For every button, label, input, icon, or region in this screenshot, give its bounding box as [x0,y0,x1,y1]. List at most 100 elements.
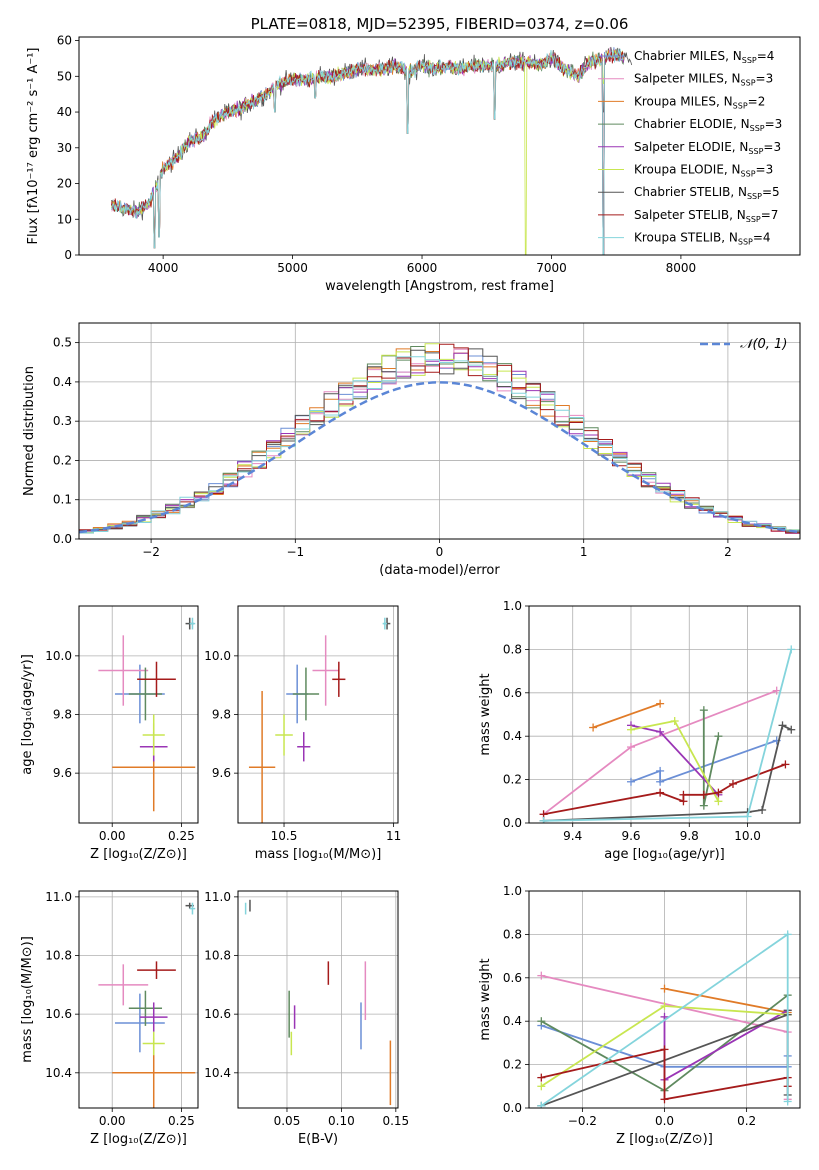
x-tick-label: 9.4 [563,829,582,843]
x-tick-label: 0.25 [168,829,195,843]
y-tick-label: 60 [57,34,72,48]
plot-area [537,930,792,1108]
y-tick-label: 30 [57,141,72,155]
y-tick-label: 1.0 [503,884,522,898]
axes-frame: −0.2 0.0 0.2 0.0 0.2 0.4 0.6 0.8 1.0 Z [log₁₀(Z/Z… [478,884,801,1147]
legend: Chabrier MILES, NSSP=4 Salpeter MILES, NS… [598,49,782,247]
y-tick-label: 0.5 [53,336,72,350]
axes-border [528,605,801,824]
y-tick-label: 0.4 [503,729,522,743]
spectrum-line-kroupa_miles [111,49,625,255]
weight-series-chabrier_elodie [699,706,723,810]
errorbar-kroupa_miles [248,691,276,823]
y-tick-label: 11.0 [45,890,72,904]
y-tick-label: 0.0 [503,1101,522,1115]
weight-series-chabrier_stelib [539,721,796,823]
x-tick-label: 2 [724,545,732,559]
x-tick-label: 9.6 [621,829,640,843]
x-tick-label: 0.0 [655,1114,674,1128]
axes-frame: 4000 5000 6000 7000 8000 0 10 20 30 40 50 60 wavelen… [26,34,801,294]
y-tick-label: 0.6 [503,686,522,700]
y-tick-label: 10.4 [45,1066,72,1080]
panel-mass_vs_ebv: 0.05 0.10 0.15 10.4 10.6 10.8 11.0 E(B-V) [204,890,409,1147]
y-tick-label: 10.0 [45,649,72,663]
x-axis-label: Z [log₁₀(Z/Z⊙)] [616,1132,713,1147]
y-tick-label: 0.8 [503,927,522,941]
errorbar-chabrier_miles [114,993,165,1053]
legend-label: Salpeter STELIB, NSSP=7 [634,208,778,224]
x-tick-label: 8000 [666,261,697,275]
x-tick-label: 0.10 [328,1114,355,1128]
x-tick-label: 0.05 [274,1114,301,1128]
x-tick-label: 9.8 [680,829,699,843]
y-tick-label: 0.6 [503,971,522,985]
errorbar-kroupa_stelib [382,617,388,630]
errorbar-kroupa_elodie [275,714,293,756]
panel-weight_vs_Z: −0.2 0.0 0.2 0.0 0.2 0.4 0.6 0.8 1.0 Z [log₁₀(Z/Z… [478,884,801,1147]
y-tick-label: 0 [64,248,72,262]
y-tick-label: 40 [57,105,72,119]
y-tick-label: 10.8 [204,949,231,963]
panel-weight_vs_age: 9.4 9.6 9.8 10.0 0.0 0.2 0.4 0.6 0.8 1.0 age [log₁… [478,599,801,862]
legend-label: Salpeter MILES, NSSP=3 [634,72,773,88]
x-tick-label: 11 [386,829,401,843]
y-tick-label: 9.8 [212,708,231,722]
axes-frame: 0.00 0.25 10.4 10.6 10.8 11.0 Z [log₁₀(Z/Z⊙)] m… [20,890,199,1147]
spectrum-line-salpeter_stelib [111,49,625,255]
x-tick-label: 10.0 [734,829,761,843]
errorbar-salpeter_stelib [137,661,176,697]
x-axis-label: Z [log₁₀(Z/Z⊙)] [90,847,187,862]
spectrum-line-kroupa_stelib [111,48,625,255]
panel-age_vs_mass: 10.5 11 9.6 9.8 10.0 mass [log₁₀(M/M⊙)] [204,605,401,862]
weight-line [543,763,786,816]
x-tick-label: −0.2 [568,1114,597,1128]
normal-curve [79,381,800,534]
weight-series-kroupa_elodie [626,717,723,806]
legend-label: Chabrier STELIB, NSSP=5 [634,185,780,201]
y-tick-label: 0.3 [53,414,72,428]
errorbar-salpeter_miles [98,635,149,706]
weight-line [592,702,661,729]
y-tick-label: 10.6 [204,1007,231,1021]
x-tick-label: 0.15 [382,1114,409,1128]
y-axis-label: Flux [fλ10⁻¹⁷ erg cm⁻² s⁻¹ A⁻¹] [26,48,41,245]
x-tick-label: 10.5 [271,829,298,843]
chart-title: PLATE=0818, MJD=52395, FIBERID=0374, z=0… [251,15,629,33]
y-tick-label: 11.0 [204,890,231,904]
axes-frame: 0.05 0.10 0.15 10.4 10.6 10.8 11.0 E(B-V) [204,890,409,1147]
legend-label: Chabrier MILES, NSSP=4 [634,49,774,65]
x-axis-label: E(B-V) [298,1132,338,1147]
plot-area [98,617,196,812]
weight-line [630,719,720,802]
x-tick-label: 0.25 [168,1114,195,1128]
x-axis-label: (data-model)/error [379,563,500,578]
spectrum-line-salpeter_elodie [111,50,625,255]
weight-series-kroupa_stelib [539,645,796,823]
y-axis-label: mass [log₁₀(M/M⊙)] [20,936,35,1063]
plot-area [244,899,392,1106]
axes-frame: 0.00 0.25 9.6 9.8 10.0 Z [log₁₀(Z/Z⊙)] age [lo… [20,605,199,862]
y-tick-label: 50 [57,69,72,83]
y-tick-label: 1.0 [503,599,522,613]
spectrum-line-chabrier_miles [111,47,625,255]
axes-border [78,36,801,256]
y-tick-label: 0.1 [53,493,72,507]
y-tick-label: 10.0 [204,649,231,663]
x-tick-label: 7000 [536,261,567,275]
axes-frame: 9.4 9.6 9.8 10.0 0.0 0.2 0.4 0.6 0.8 1.0 age [log₁… [478,599,801,862]
weight-series-salpeter_stelib [539,760,790,819]
weight-series-kroupa_stelib [537,930,792,1108]
plot-area [98,902,196,1108]
errorbar-kroupa_stelib [189,617,196,630]
y-tick-label: 9.6 [212,766,231,780]
errorbar-salpeter_stelib [332,661,346,697]
x-axis-label: wavelength [Angstrom, rest frame] [325,279,554,294]
y-tick-label: 0.2 [53,453,72,467]
x-tick-label: 6000 [407,261,438,275]
y-axis-label: Normed distribution [22,366,37,496]
weight-line [630,739,778,784]
errorbar-salpeter_elodie [297,732,311,762]
x-tick-label: 0.00 [99,829,126,843]
y-tick-label: 9.8 [53,708,72,722]
